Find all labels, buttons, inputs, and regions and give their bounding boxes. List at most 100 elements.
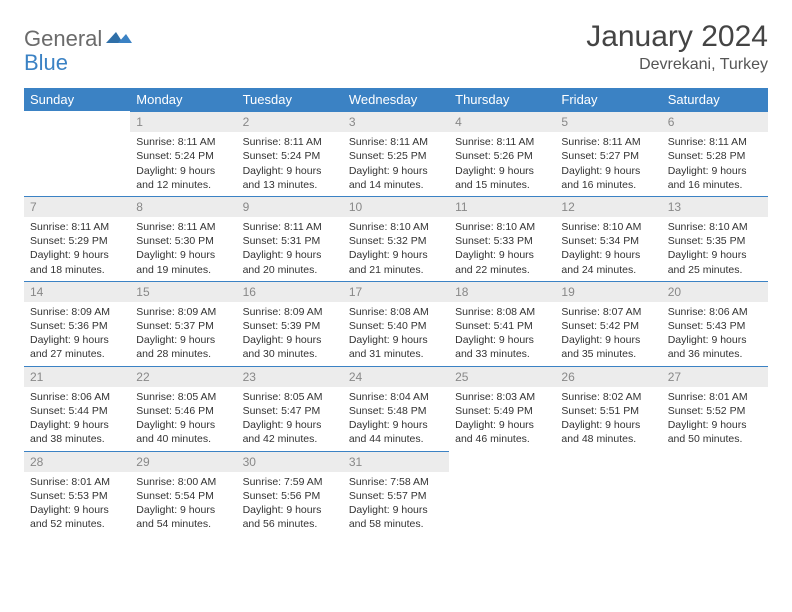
calendar-table: Sunday Monday Tuesday Wednesday Thursday… — [24, 88, 768, 535]
daylight-line: Daylight: 9 hours and 24 minutes. — [561, 248, 655, 276]
sunrise-line: Sunrise: 8:01 AM — [668, 390, 762, 404]
calendar-cell: 21Sunrise: 8:06 AMSunset: 5:44 PMDayligh… — [24, 366, 130, 451]
calendar-row: 14Sunrise: 8:09 AMSunset: 5:36 PMDayligh… — [24, 281, 768, 366]
daylight-line: Daylight: 9 hours and 58 minutes. — [349, 503, 443, 531]
sunset-line: Sunset: 5:40 PM — [349, 319, 443, 333]
day-number: 29 — [130, 451, 236, 472]
sunset-line: Sunset: 5:44 PM — [30, 404, 124, 418]
calendar-cell: 13Sunrise: 8:10 AMSunset: 5:35 PMDayligh… — [662, 196, 768, 281]
sunrise-line: Sunrise: 8:10 AM — [561, 220, 655, 234]
day-number: 17 — [343, 281, 449, 302]
day-body: Sunrise: 8:11 AMSunset: 5:25 PMDaylight:… — [343, 132, 449, 196]
sunrise-line: Sunrise: 8:11 AM — [668, 135, 762, 149]
sunrise-line: Sunrise: 7:59 AM — [243, 475, 337, 489]
day-body: Sunrise: 8:09 AMSunset: 5:36 PMDaylight:… — [24, 302, 130, 366]
sunset-line: Sunset: 5:30 PM — [136, 234, 230, 248]
day-body: Sunrise: 8:07 AMSunset: 5:42 PMDaylight:… — [555, 302, 661, 366]
calendar-cell — [662, 451, 768, 536]
day-body: Sunrise: 8:10 AMSunset: 5:34 PMDaylight:… — [555, 217, 661, 281]
day-body: Sunrise: 8:11 AMSunset: 5:24 PMDaylight:… — [237, 132, 343, 196]
sunrise-line: Sunrise: 8:05 AM — [136, 390, 230, 404]
sunrise-line: Sunrise: 8:11 AM — [30, 220, 124, 234]
calendar-cell: 26Sunrise: 8:02 AMSunset: 5:51 PMDayligh… — [555, 366, 661, 451]
weekday-header: Wednesday — [343, 88, 449, 111]
sunset-line: Sunset: 5:56 PM — [243, 489, 337, 503]
calendar-cell: 27Sunrise: 8:01 AMSunset: 5:52 PMDayligh… — [662, 366, 768, 451]
day-body: Sunrise: 8:01 AMSunset: 5:53 PMDaylight:… — [24, 472, 130, 536]
calendar-cell: 25Sunrise: 8:03 AMSunset: 5:49 PMDayligh… — [449, 366, 555, 451]
day-number: 11 — [449, 196, 555, 217]
day-number: 20 — [662, 281, 768, 302]
daylight-line: Daylight: 9 hours and 28 minutes. — [136, 333, 230, 361]
day-number: 12 — [555, 196, 661, 217]
sunrise-line: Sunrise: 8:09 AM — [30, 305, 124, 319]
sunrise-line: Sunrise: 8:11 AM — [561, 135, 655, 149]
sunrise-line: Sunrise: 8:08 AM — [455, 305, 549, 319]
day-body: Sunrise: 8:10 AMSunset: 5:33 PMDaylight:… — [449, 217, 555, 281]
month-title: January 2024 — [586, 20, 768, 54]
day-number: 10 — [343, 196, 449, 217]
sunrise-line: Sunrise: 8:01 AM — [30, 475, 124, 489]
day-body: Sunrise: 8:11 AMSunset: 5:27 PMDaylight:… — [555, 132, 661, 196]
calendar-cell: 3Sunrise: 8:11 AMSunset: 5:25 PMDaylight… — [343, 111, 449, 196]
day-body: Sunrise: 8:09 AMSunset: 5:39 PMDaylight:… — [237, 302, 343, 366]
sunset-line: Sunset: 5:29 PM — [30, 234, 124, 248]
calendar-row: 21 Sunrise: 8:06 AMSunset: 5:44 PM Dayligh… — [24, 366, 768, 451]
calendar-cell: 24Sunrise: 8:04 AMSunset: 5:48 PMDayligh… — [343, 366, 449, 451]
day-body: Sunrise: 8:11 AMSunset: 5:29 PMDaylight:… — [24, 217, 130, 281]
calendar-cell: 1Sunrise: 8:11 AMSunset: 5:24 PMDaylight… — [130, 111, 236, 196]
sunset-line: Sunset: 5:51 PM — [561, 404, 655, 418]
day-number: 5 — [555, 111, 661, 132]
calendar-cell: 4Sunrise: 8:11 AMSunset: 5:26 PMDaylight… — [449, 111, 555, 196]
calendar-cell: 7Sunrise: 8:11 AMSunset: 5:29 PMDaylight… — [24, 196, 130, 281]
calendar-cell: 12Sunrise: 8:10 AMSunset: 5:34 PMDayligh… — [555, 196, 661, 281]
sunset-line: Sunset: 5:35 PM — [668, 234, 762, 248]
sunrise-line: Sunrise: 8:10 AM — [455, 220, 549, 234]
calendar-cell: 23Sunrise: 8:05 AMSunset: 5:47 PMDayligh… — [237, 366, 343, 451]
sunset-line: Sunset: 5:24 PM — [243, 149, 337, 163]
sunset-line: Sunset: 5:31 PM — [243, 234, 337, 248]
day-body: Sunrise: 8:04 AMSunset: 5:48 PMDaylight:… — [343, 387, 449, 451]
day-number: 8 — [130, 196, 236, 217]
day-body: Sunrise: 7:58 AMSunset: 5:57 PMDaylight:… — [343, 472, 449, 536]
sunrise-line: Sunrise: 8:02 AM — [561, 390, 655, 404]
day-number: 13 — [662, 196, 768, 217]
day-body: Sunrise: 8:08 AMSunset: 5:41 PMDaylight:… — [449, 302, 555, 366]
weekday-header: Friday — [555, 88, 661, 111]
logo-text-general: General — [24, 26, 102, 52]
day-body: Sunrise: 8:05 AMSunset: 5:46 PMDaylight:… — [130, 387, 236, 451]
day-number: 31 — [343, 451, 449, 472]
sunset-line: Sunset: 5:48 PM — [349, 404, 443, 418]
daylight-line: Daylight: 9 hours and 20 minutes. — [243, 248, 337, 276]
day-body: Sunrise: 8:10 AMSunset: 5:32 PMDaylight:… — [343, 217, 449, 281]
calendar-cell: 20Sunrise: 8:06 AMSunset: 5:43 PMDayligh… — [662, 281, 768, 366]
sunset-line: Sunset: 5:37 PM — [136, 319, 230, 333]
sunset-line: Sunset: 5:41 PM — [455, 319, 549, 333]
sunrise-line: Sunrise: 8:10 AM — [668, 220, 762, 234]
sunrise-line: Sunrise: 8:06 AM — [30, 390, 124, 404]
sunrise-line: Sunrise: 8:00 AM — [136, 475, 230, 489]
daylight-line: Daylight: 9 hours and 15 minutes. — [455, 164, 549, 192]
calendar-cell — [555, 451, 661, 536]
calendar-cell: 6Sunrise: 8:11 AMSunset: 5:28 PMDaylight… — [662, 111, 768, 196]
day-number: 21 — [24, 366, 130, 387]
sunrise-line: Sunrise: 8:11 AM — [349, 135, 443, 149]
daylight-line: Daylight: 9 hours and 30 minutes. — [243, 333, 337, 361]
calendar-cell: 14Sunrise: 8:09 AMSunset: 5:36 PMDayligh… — [24, 281, 130, 366]
daylight-line: Daylight: 9 hours and 12 minutes. — [136, 164, 230, 192]
sunrise-line: Sunrise: 8:10 AM — [349, 220, 443, 234]
daylight-line: Daylight: 9 hours and 44 minutes. — [349, 418, 443, 446]
sunset-line: Sunset: 5:32 PM — [349, 234, 443, 248]
day-body: Sunrise: 8:11 AMSunset: 5:26 PMDaylight:… — [449, 132, 555, 196]
calendar-cell: 19Sunrise: 8:07 AMSunset: 5:42 PMDayligh… — [555, 281, 661, 366]
daylight-line: Daylight: 9 hours and 19 minutes. — [136, 248, 230, 276]
sunset-line: Sunset: 5:26 PM — [455, 149, 549, 163]
logo: General — [24, 26, 134, 52]
sunset-line: Sunset: 5:54 PM — [136, 489, 230, 503]
day-number: 30 — [237, 451, 343, 472]
daylight-line: Daylight: 9 hours and 18 minutes. — [30, 248, 124, 276]
daylight-line: Daylight: 9 hours and 56 minutes. — [243, 503, 337, 531]
sunrise-line: Sunrise: 8:04 AM — [349, 390, 443, 404]
sunrise-line: Sunrise: 8:05 AM — [243, 390, 337, 404]
day-number: 18 — [449, 281, 555, 302]
